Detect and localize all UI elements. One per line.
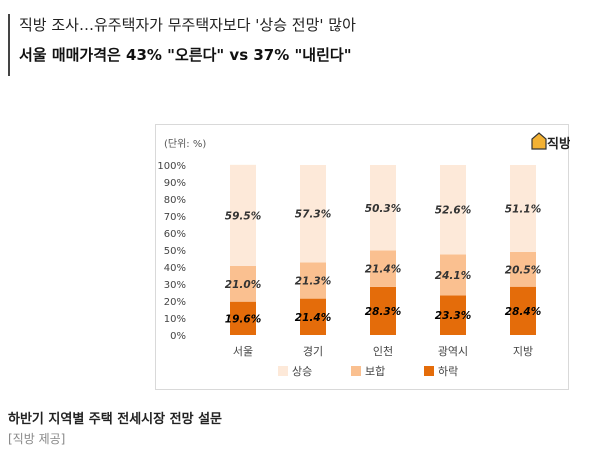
data-label: 28.4% bbox=[505, 306, 541, 318]
image-credit: [직방 제공] bbox=[8, 432, 66, 446]
data-label: 21.4% bbox=[365, 264, 401, 276]
bar-segment bbox=[300, 262, 326, 299]
bar-segment bbox=[300, 165, 326, 263]
bar-segment bbox=[230, 164, 256, 266]
house-icon bbox=[531, 132, 547, 150]
data-label: 21.3% bbox=[295, 276, 331, 288]
bar-segment bbox=[510, 251, 536, 287]
data-label: 59.5% bbox=[225, 210, 261, 222]
data-label: 28.3% bbox=[365, 306, 401, 318]
x-tick-label: 서울 bbox=[233, 345, 253, 358]
bar-segment bbox=[230, 301, 256, 335]
x-tick-label: 경기 bbox=[303, 345, 323, 358]
chart-container: (단위: %) 직방 0% 10% 20% 30% 40% 50% 60% 70% 80% 90% 10… bbox=[155, 124, 570, 390]
data-label: 50.3% bbox=[365, 203, 401, 215]
bar-segment bbox=[230, 265, 256, 302]
headline-subtitle: 서울 매매가격은 43% "오른다" vs 37% "내린다" bbox=[19, 46, 352, 64]
headline: 직방 조사…유주택자가 무주택자보다 '상승 전망' 많아 서울 매매가격은 4… bbox=[8, 14, 588, 76]
brand-logo-text: 직방 bbox=[547, 136, 570, 152]
y-tick-label: 0% bbox=[170, 331, 186, 342]
data-label: 24.1% bbox=[435, 270, 471, 282]
bar-segment bbox=[300, 298, 326, 335]
x-tick-label: 지방 bbox=[513, 345, 533, 358]
bar-segment bbox=[510, 165, 536, 252]
bar-segment bbox=[440, 165, 466, 255]
data-label: 57.3% bbox=[295, 209, 331, 221]
headline-title: 직방 조사…유주택자가 무주택자보다 '상승 전망' 많아 bbox=[19, 16, 356, 34]
bar-segment bbox=[440, 254, 466, 296]
data-label: 20.5% bbox=[505, 264, 541, 276]
y-tick-label: 90% bbox=[164, 178, 186, 189]
unit-label: (단위: %) bbox=[164, 137, 206, 150]
chart-caption: 하반기 지역별 주택 전세시장 전망 설문 bbox=[8, 412, 222, 427]
bar-segment bbox=[510, 286, 536, 335]
legend-label: 상승 bbox=[292, 365, 312, 378]
data-label: 19.6% bbox=[225, 313, 261, 325]
y-tick-label: 60% bbox=[164, 229, 186, 240]
y-tick-label: 30% bbox=[164, 280, 186, 291]
data-label: 21.4% bbox=[295, 312, 331, 324]
y-tick-label: 80% bbox=[164, 195, 186, 206]
x-tick-label: 광역시 bbox=[438, 345, 468, 358]
data-label: 52.6% bbox=[435, 205, 471, 217]
data-label: 51.1% bbox=[505, 203, 541, 215]
y-tick-label: 100% bbox=[157, 161, 186, 172]
stacked-bar-chart: (단위: %) 직방 0% 10% 20% 30% 40% 50% 60% 70% 80% 90% 10… bbox=[157, 132, 570, 378]
brand-logo: 직방 bbox=[531, 132, 570, 152]
legend-label: 보합 bbox=[365, 365, 385, 378]
y-tick-label: 70% bbox=[164, 212, 186, 223]
bar-segment bbox=[440, 295, 466, 335]
data-label: 21.0% bbox=[225, 279, 261, 291]
y-tick-label: 40% bbox=[164, 263, 186, 274]
bar-segment bbox=[370, 250, 396, 287]
bar-segment bbox=[370, 286, 396, 335]
legend-swatch bbox=[424, 366, 434, 376]
legend-swatch bbox=[351, 366, 361, 376]
y-tick-label: 50% bbox=[164, 246, 186, 257]
bar-segment bbox=[370, 165, 396, 251]
y-tick-label: 10% bbox=[164, 314, 186, 325]
y-tick-label: 20% bbox=[164, 297, 186, 308]
data-label: 23.3% bbox=[435, 310, 471, 322]
legend-swatch bbox=[278, 366, 288, 376]
x-tick-label: 인천 bbox=[373, 344, 393, 358]
legend-label: 하락 bbox=[438, 364, 458, 378]
